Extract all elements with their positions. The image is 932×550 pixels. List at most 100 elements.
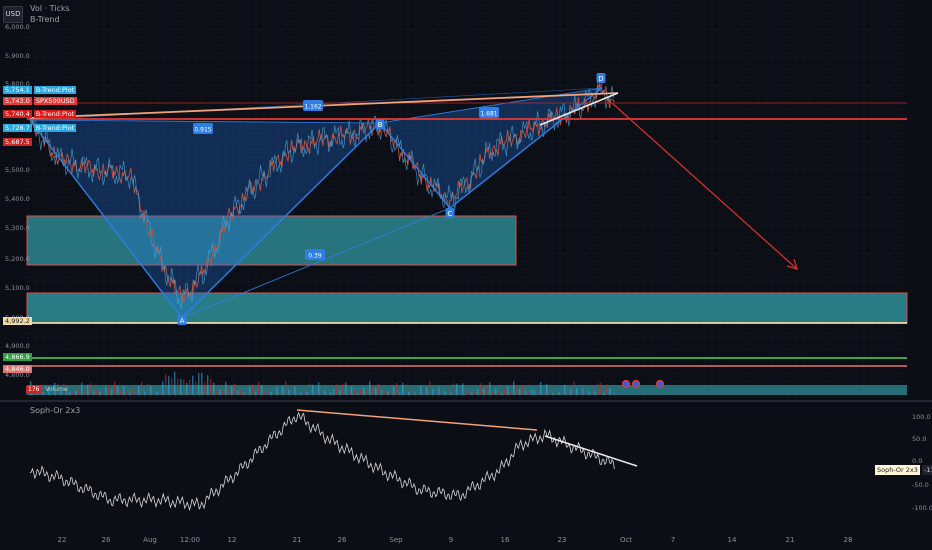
price-tick-label: 5,500.0	[5, 166, 30, 174]
price-tick-label: 4,800.0	[5, 371, 30, 379]
volume-bar	[240, 390, 242, 395]
volume-bar	[468, 391, 470, 395]
pattern-point-label: A	[180, 317, 185, 325]
event-markers[interactable]	[621, 379, 665, 389]
legend-volume[interactable]: Vol · Ticks	[30, 4, 70, 13]
volume-bar	[249, 386, 251, 395]
price-label-value: 4,866.9	[3, 353, 32, 361]
volume-bar	[354, 389, 356, 395]
event-icon[interactable]	[655, 379, 665, 389]
volume-bar	[435, 387, 437, 395]
volume-bar	[147, 384, 149, 395]
volume-bar	[333, 389, 335, 395]
ratio-box	[479, 107, 499, 118]
volume-bar	[570, 388, 572, 395]
volume-bar	[336, 384, 338, 395]
oscillator-pane-title[interactable]: Soph-Or 2x3	[30, 406, 81, 415]
volume-bar	[507, 386, 509, 395]
symbol-badge[interactable]: USD	[3, 6, 23, 23]
price-label: 5,728.7 B-Trend:Plot	[1, 124, 78, 133]
volume-bar	[225, 381, 227, 395]
volume-bar	[480, 383, 482, 395]
volume-bar	[219, 389, 221, 395]
legend-btrend[interactable]: B-Trend	[30, 15, 60, 24]
price-label-value: 5,728.7	[3, 124, 32, 132]
harmonic-points: A B C D	[177, 73, 606, 325]
volume-bar	[138, 385, 140, 395]
volume-bar	[327, 391, 329, 395]
volume-bar	[87, 384, 89, 395]
volume-bar	[531, 389, 533, 395]
time-tick-label: 23	[558, 536, 567, 544]
volume-bar	[486, 384, 488, 395]
volume-bar	[417, 391, 419, 395]
time-tick-label: 21	[293, 536, 302, 544]
volume-bar	[252, 384, 254, 395]
harmonic-ac-line	[181, 207, 451, 319]
volume-bar	[162, 381, 164, 395]
volume-bar	[153, 392, 155, 395]
volume-bar	[462, 383, 464, 395]
volume-bar	[231, 386, 233, 395]
time-tick-label: 7	[671, 536, 675, 544]
volume-bar	[51, 392, 53, 395]
price-label-value: 5,754.1	[3, 86, 32, 94]
volume-bar	[384, 391, 386, 395]
oscillator-axis[interactable]: 100.0 50.0 0.0 -50.0 -100.0	[912, 413, 932, 512]
volume-bar	[492, 391, 494, 395]
volume-bar	[75, 390, 77, 395]
volume-bar	[315, 389, 317, 395]
event-icon[interactable]	[621, 379, 631, 389]
volume-bar	[60, 390, 62, 395]
volume-bar	[351, 386, 353, 395]
harmonic-xb-line	[29, 119, 381, 124]
volume-bar	[330, 392, 332, 395]
volume-bar	[237, 391, 239, 395]
volume-bar	[477, 389, 479, 395]
ratio-label: 0.39	[308, 253, 322, 260]
oscillator-value: -11.4	[921, 465, 932, 475]
price-label: 5,754.1 B-Trend:Plot	[1, 86, 78, 95]
time-tick-label: 16	[501, 536, 510, 544]
volume-bar	[120, 389, 122, 395]
volume-bar	[498, 390, 500, 395]
volume-bar	[282, 386, 284, 395]
pattern-point-marker	[375, 119, 385, 129]
time-tick-label: 9	[449, 536, 453, 544]
volume-bar	[387, 391, 389, 395]
trendline-orange	[29, 92, 619, 119]
volume-bar	[108, 385, 110, 395]
volume-bar	[426, 387, 428, 395]
volume-bar	[348, 392, 350, 395]
oscillator-value-tag: Soph-Or 2x3 -11.4	[875, 465, 932, 475]
oscillator-trendline-orange	[296, 409, 538, 431]
time-tick-label: 12	[228, 536, 237, 544]
volume-bar	[228, 387, 230, 395]
price-tick-label: 5,800.0	[5, 80, 30, 88]
volume-bar	[522, 385, 524, 395]
volume-bar	[423, 387, 425, 395]
volume-bars	[30, 371, 611, 395]
volume-bar	[288, 390, 290, 395]
volume-bar	[99, 391, 101, 395]
volume-bar	[594, 391, 596, 395]
time-axis[interactable]: 22 26 Aug 12:00 12 21 26 Sep 9 16 23 Oct 7 14 21 28	[58, 536, 853, 544]
forecast-arrowhead	[786, 258, 798, 270]
volume-bar	[360, 389, 362, 395]
volume-bar	[408, 391, 410, 395]
volume-bar	[339, 390, 341, 395]
volume-bar	[48, 387, 50, 395]
ratio-box	[193, 123, 213, 134]
price-label-value: 4,846.0	[3, 365, 32, 373]
trendline-white	[539, 92, 619, 126]
volume-bar	[66, 388, 68, 395]
volume-bar	[129, 392, 131, 395]
price-label: 4,846.0	[1, 365, 34, 374]
volume-bar	[555, 390, 557, 395]
volume-bar	[603, 392, 605, 395]
volume-bar	[576, 387, 578, 395]
event-icon[interactable]	[631, 379, 641, 389]
price-label: 5,740.4 B-Trend:Plot	[1, 110, 78, 119]
volume-bar	[93, 391, 95, 395]
